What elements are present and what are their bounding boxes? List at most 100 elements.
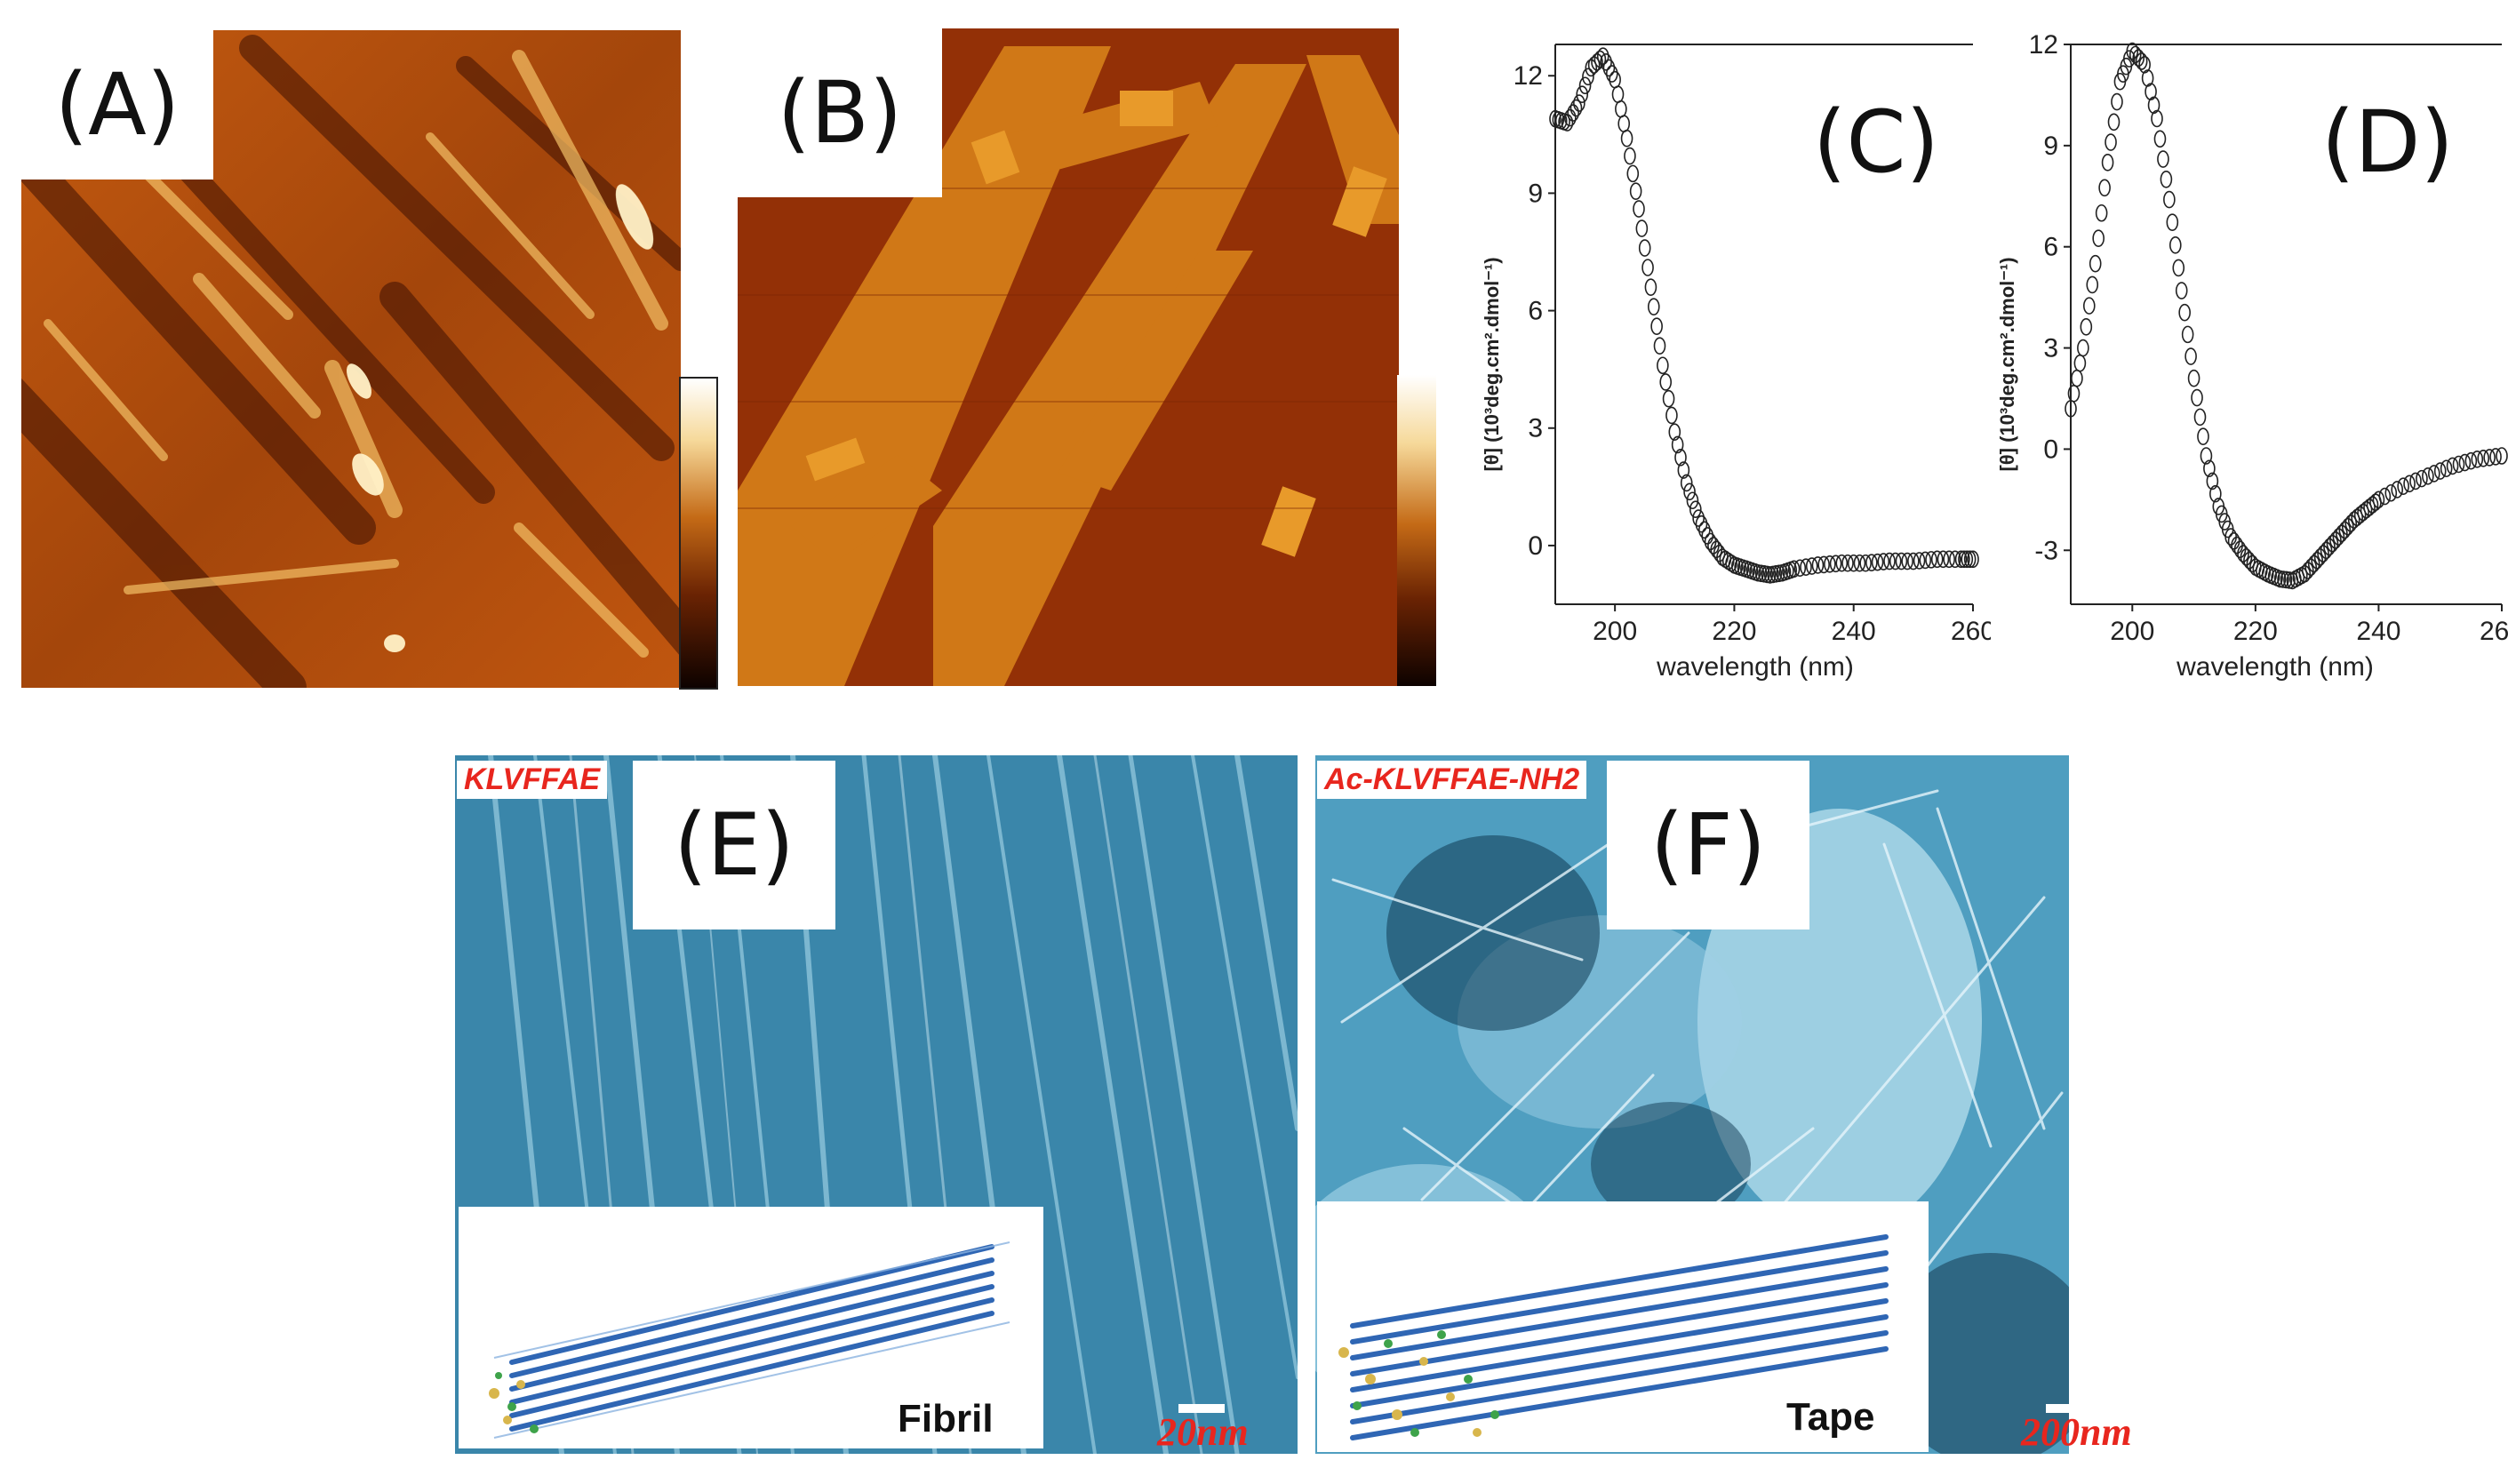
- cd-c-xtick-label: 240: [1832, 617, 1876, 646]
- inset-label-tape: Tape: [1786, 1395, 1875, 1439]
- cd-chart-d: [θ] (10³deg.cm².dmol⁻¹) -3 0 3 6 9 12 200 220 24…: [1996, 30, 2508, 682]
- cd-c-data-point: [1633, 200, 1645, 218]
- cd-c-data-point: [1895, 552, 1908, 570]
- cd-d-data-point: [2338, 521, 2352, 539]
- cd-d-data-point: [2092, 229, 2105, 248]
- cd-d-data-point: [2409, 472, 2422, 491]
- cd-c-ytick-label: 3: [1528, 414, 1543, 443]
- cd-d-data-point: [2132, 49, 2145, 67]
- cd-c-xtick-label: 200: [1593, 617, 1637, 646]
- cd-c-data-point: [1638, 239, 1651, 257]
- cd-c-data-point: [1811, 556, 1825, 574]
- cd-c-data-point: [1841, 554, 1854, 572]
- cd-c-data-point: [1624, 147, 1636, 165]
- scale-bar-f: [2046, 1404, 2094, 1413]
- cd-d-ytick-label: 12: [2029, 30, 2058, 60]
- cd-c-data-point: [1919, 551, 1932, 570]
- cd-c-data-point: [1954, 550, 1968, 569]
- inset-label-fibril: Fibril: [898, 1397, 994, 1440]
- panel-label-f: (F): [1607, 761, 1809, 929]
- cd-d-data-point: [2206, 472, 2219, 491]
- cd-c-data-point: [1582, 68, 1594, 86]
- cd-d-data-point: [2191, 388, 2203, 407]
- cd-c-data-point: [1847, 554, 1860, 572]
- cd-d-data-point: [2172, 259, 2185, 277]
- cd-d-data-point: [2329, 531, 2342, 549]
- cd-d-data-point: [2317, 545, 2329, 562]
- peptide-label-f: Ac-KLVFFAE-NH2: [1317, 761, 1587, 799]
- cd-c-data-point: [1650, 317, 1663, 336]
- cd-c-data-point: [1835, 554, 1849, 572]
- cd-d-data-point: [2336, 524, 2348, 543]
- cd-c-data-point: [1800, 558, 1812, 576]
- cd-d-data-point: [2452, 455, 2465, 474]
- cd-d-data-point: [2416, 469, 2428, 488]
- afm-image-a: [21, 30, 681, 688]
- cd-d-data-point: [2101, 154, 2114, 172]
- cd-c-data-point: [1602, 59, 1616, 77]
- cd-d-data-point: [2231, 536, 2243, 555]
- cd-d-data-point: [2185, 347, 2197, 365]
- cd-d-data-point: [2277, 570, 2289, 588]
- cd-d-data-point: [2304, 558, 2318, 577]
- cd-d-data-point: [2320, 541, 2333, 560]
- panel-label-c: (C): [1813, 92, 1939, 192]
- afm-colorbar-a: [679, 377, 718, 690]
- cd-d-ytick-label: 9: [2043, 132, 2058, 161]
- cd-d-data-point: [2077, 339, 2089, 357]
- cd-c-data-point: [1653, 337, 1666, 355]
- cd-d-data-point: [2464, 451, 2478, 470]
- cd-c-data-point: [1949, 550, 1961, 569]
- cd-d-data-point: [2496, 447, 2508, 465]
- cd-c-data-point: [1657, 356, 1669, 375]
- cd-c-data-point: [1671, 435, 1684, 454]
- cd-d-data-point: [2391, 481, 2404, 499]
- cd-c-ytick-label: 0: [1528, 531, 1543, 561]
- cd-c-data-point: [1662, 389, 1675, 408]
- cd-c-data-point: [1871, 553, 1884, 571]
- cd-d-data-point: [2446, 457, 2459, 475]
- cd-c-data-point: [1889, 552, 1902, 570]
- cd-c-data-point: [1930, 550, 1944, 569]
- cd-c-data-point: [1563, 108, 1577, 127]
- cd-d-ylabel: [θ] (10³deg.cm².dmol⁻¹): [1996, 257, 2018, 471]
- cd-d-data-point: [2163, 190, 2176, 209]
- cd-d-data-point: [2071, 369, 2083, 387]
- cd-d-data-point: [2313, 548, 2327, 566]
- cd-c-data-point: [1644, 278, 1657, 296]
- cd-d-ytick-label: 3: [2043, 334, 2058, 363]
- cd-c-data-point: [1677, 461, 1690, 479]
- cd-d-data-point: [2301, 562, 2314, 579]
- cd-d-xtick-label: 260: [2480, 617, 2508, 646]
- cd-c-data-point: [1859, 554, 1872, 572]
- cd-c-data-point: [1585, 59, 1598, 77]
- peptide-label-e: KLVFFAE: [457, 761, 608, 799]
- cd-c-data-point: [1561, 114, 1574, 132]
- cd-c-data-point: [1967, 550, 1979, 569]
- cd-d-ytick-label: 0: [2043, 435, 2058, 464]
- cd-c-data-point: [1817, 555, 1830, 574]
- cd-c-data-point: [1824, 555, 1836, 573]
- cd-c-data-point: [1961, 550, 1974, 569]
- cd-c-ytick-label: 6: [1528, 297, 1543, 326]
- cd-c-data-point: [1907, 552, 1920, 570]
- cd-c-data-point: [1596, 47, 1609, 66]
- cd-c-data-point: [1680, 474, 1693, 492]
- cd-d-data-point: [2111, 92, 2123, 111]
- cd-d-data-point: [2332, 528, 2345, 546]
- cd-d-data-point: [2483, 449, 2496, 467]
- cd-c-data-point: [1877, 553, 1890, 570]
- cd-c-ytick-label: 9: [1528, 179, 1543, 208]
- cd-c-data-point: [1787, 560, 1801, 578]
- cd-c-data-point: [1647, 298, 1660, 315]
- cd-d-data-point: [2280, 570, 2293, 589]
- cd-c-data-point: [1805, 557, 1818, 575]
- cd-c-data-point: [1587, 56, 1601, 74]
- cd-d-data-point: [2372, 491, 2385, 509]
- cd-d-data-point: [2237, 545, 2249, 562]
- cd-d-data-point: [2200, 447, 2213, 465]
- cd-d-data-point: [2273, 570, 2287, 588]
- cd-c-xlabel: wavelength (nm): [1656, 652, 1854, 682]
- cd-c-data-point: [1689, 500, 1702, 518]
- cd-d-data-point: [2098, 179, 2111, 197]
